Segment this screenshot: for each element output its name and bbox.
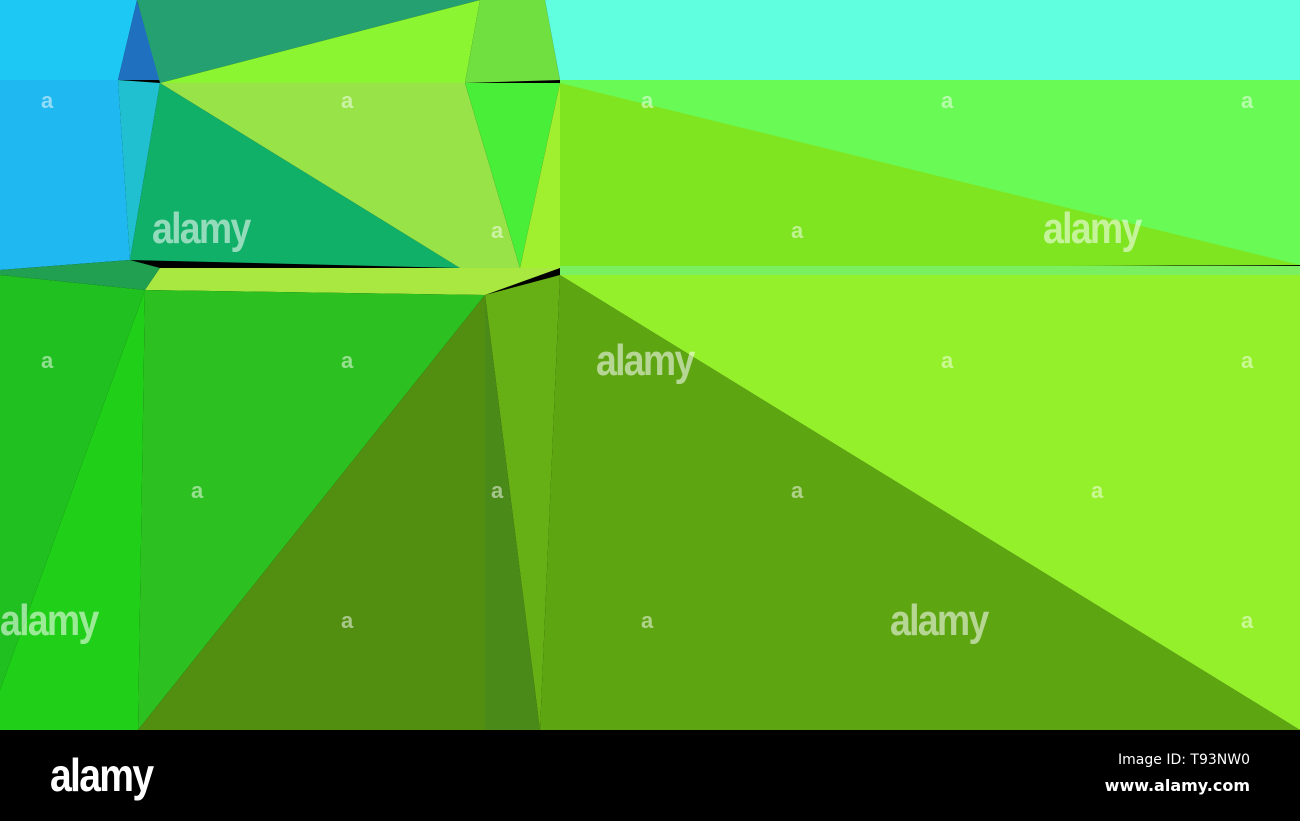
watermark-mark: a (1091, 478, 1104, 503)
image-id: Image ID: T93NW0 (1118, 752, 1250, 768)
watermark-mark: a (791, 478, 804, 503)
poly (545, 0, 1300, 80)
poly (0, 290, 145, 730)
poly (118, 80, 160, 260)
watermark-mark: a (491, 218, 504, 243)
watermark-mark: a (41, 88, 54, 113)
watermark-mark: a (791, 218, 804, 243)
poly (465, 83, 560, 268)
watermark: alamy (890, 596, 989, 645)
watermark-mark: a (491, 478, 504, 503)
poly (0, 260, 160, 290)
poly (160, 0, 480, 83)
watermark-mark: a (341, 348, 354, 373)
poly (520, 83, 560, 268)
poly (560, 266, 1300, 275)
watermark-mark: a (1241, 348, 1254, 373)
poly (130, 83, 460, 268)
poly (0, 80, 130, 270)
watermark-mark: a (1241, 88, 1254, 113)
watermark: alamy (596, 336, 695, 385)
poly (160, 83, 520, 268)
poly (540, 275, 1300, 730)
alamy-logo: alamy (50, 749, 154, 801)
watermark: alamy (1043, 204, 1142, 253)
watermark-mark: a (1241, 608, 1254, 633)
low-poly-background (0, 0, 1300, 730)
poly (138, 290, 485, 730)
watermark-mark: a (41, 348, 54, 373)
watermark-mark: a (641, 608, 654, 633)
watermark-mark: a (941, 88, 954, 113)
watermark-mark: a (941, 348, 954, 373)
poly (485, 275, 560, 730)
watermark-mark: a (341, 88, 354, 113)
poly (465, 0, 560, 83)
poly (0, 275, 145, 690)
poly (0, 0, 137, 80)
website-link[interactable]: www.alamy.com (1104, 776, 1250, 795)
poly (145, 268, 560, 295)
poly (138, 295, 485, 730)
poly (118, 0, 160, 80)
watermark-mark: a (641, 88, 654, 113)
footer-bar: alamy Image ID: T93NW0 www.alamy.com (0, 730, 1300, 821)
poly (560, 275, 1300, 730)
watermark: alamy (0, 596, 99, 645)
watermark-mark: a (191, 478, 204, 503)
watermark-mark: a (341, 608, 354, 633)
watermark: alamy (152, 204, 251, 253)
poly (137, 0, 480, 83)
poly (560, 83, 1300, 268)
